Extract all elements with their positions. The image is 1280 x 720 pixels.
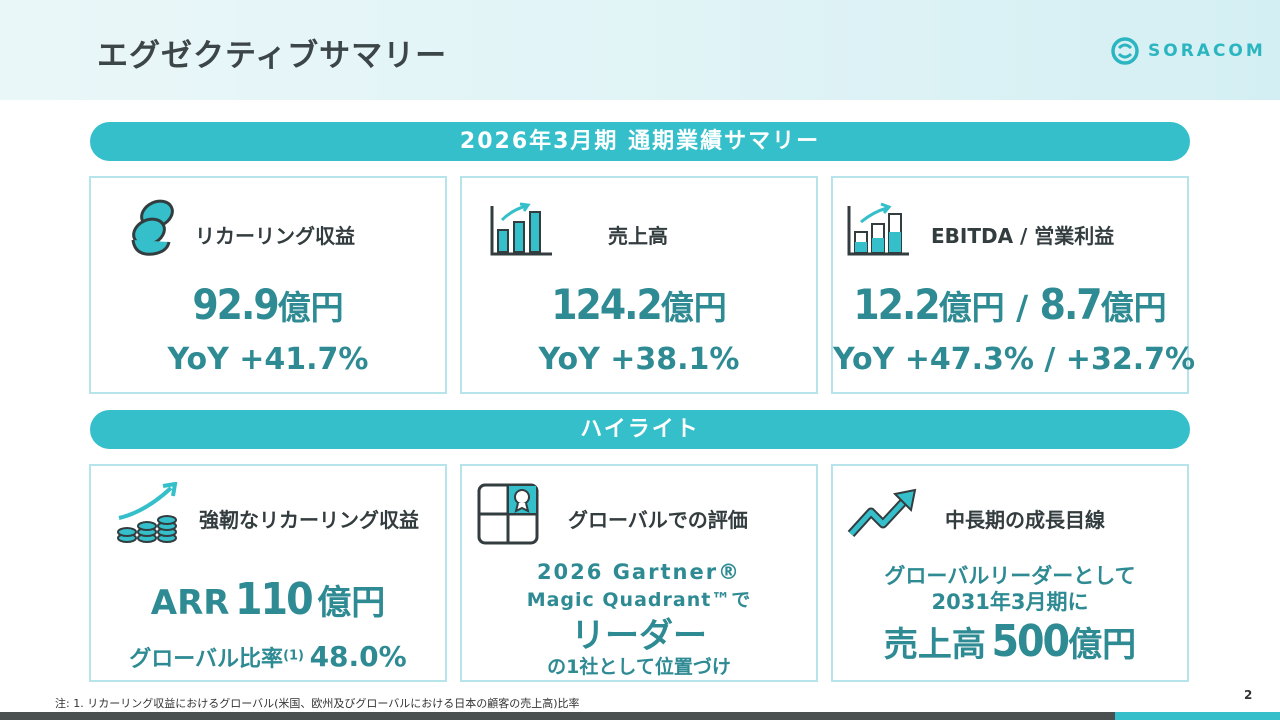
ebitda-unit: 億円 <box>938 288 1005 327</box>
yoy-growth: YoY +38.1% <box>538 342 740 377</box>
revenue-target-value: 500 <box>991 616 1070 667</box>
summary-banner: 2026年3月期 通期業績サマリー <box>90 122 1190 161</box>
arr-unit: 億円 <box>317 583 386 623</box>
soracom-logo: SORACOM <box>1110 36 1266 66</box>
global-ratio-label: グローバル比率 <box>129 647 284 672</box>
positioning-line: の1社として位置づけ <box>547 656 731 678</box>
bar-chart-growth-icon <box>490 202 552 256</box>
bar-chart-split-icon <box>847 202 909 256</box>
global-ratio-value: 48.0% <box>309 640 407 673</box>
logo-text: SORACOM <box>1148 41 1266 61</box>
page-number: 2 <box>1244 688 1253 702</box>
metric-value: 124.2億円 <box>462 280 816 329</box>
yoy-growth: YoY +47.3% / +32.7% <box>833 342 1196 377</box>
metric-value: 92.9億円 <box>91 280 445 329</box>
coins-growth-icon <box>117 482 178 543</box>
ebitda-number: 12.2 <box>853 280 940 329</box>
revenue-target-line: 売上高 500億円 <box>833 616 1187 667</box>
operating-profit-number: 8.7 <box>1039 280 1103 329</box>
global-leader-line: グローバルリーダーとして <box>884 564 1136 588</box>
value-number: 92.9 <box>192 280 279 329</box>
highlight-card-outlook: 中長期の成長目線 グローバルリーダーとして 2031年3月期に 売上高 500億… <box>831 464 1189 682</box>
value-unit: 億円 <box>660 288 727 327</box>
summary-card-ebitda: EBITDA / 営業利益 12.2億円 / 8.7億円 YoY +47.3% … <box>831 176 1196 394</box>
quadrant-award-icon <box>477 483 539 545</box>
target-year-line: 2031年3月期に <box>931 590 1089 614</box>
leader-text: リーダー <box>571 616 707 656</box>
value-separator: / <box>1004 288 1040 327</box>
highlight-card-gartner: グローバルでの評価 2026 Gartner® Magic Quadrant™で… <box>460 464 818 682</box>
coins-stack-icon <box>131 199 174 256</box>
soracom-logo-icon <box>1111 37 1139 65</box>
card-label: EBITDA / 営業利益 <box>931 224 1115 248</box>
footnote: 注: 1. リカーリング収益におけるグローバル(米国、欧州及びグローバルにおける… <box>55 697 580 710</box>
footnote-marker: (1) <box>283 648 304 664</box>
arr-prefix: ARR <box>150 583 230 623</box>
card-label: グローバルでの評価 <box>568 508 748 532</box>
value-unit: 億円 <box>277 288 344 327</box>
card-label: 売上高 <box>608 224 668 248</box>
revenue-target-prefix: 売上高 <box>883 625 986 665</box>
summary-card-revenue: 売上高 124.2億円 YoY +38.1% <box>460 176 818 394</box>
gartner-line: 2026 Gartner® <box>536 560 742 584</box>
arr-value: 110 <box>235 574 314 625</box>
header-band <box>0 0 1280 100</box>
bottom-bar <box>0 712 1280 720</box>
card-label: リカーリング収益 <box>195 224 355 248</box>
arr-line: ARR 110 億円 <box>91 574 445 625</box>
page-title: エグゼクティブサマリー <box>97 38 448 74</box>
card-label: 強靭なリカーリング収益 <box>199 508 419 532</box>
value-number: 124.2 <box>551 280 663 329</box>
highlights-banner: ハイライト <box>90 410 1190 449</box>
magic-quadrant-line: Magic Quadrant™で <box>526 589 752 611</box>
global-ratio-line: グローバル比率(1) 48.0% <box>91 640 445 673</box>
highlight-card-recurring: 強靭なリカーリング収益 ARR 110 億円 グローバル比率(1) 48.0% <box>89 464 447 682</box>
summary-card-recurring: リカーリング収益 92.9億円 YoY +41.7% <box>89 176 447 394</box>
metric-value: 12.2億円 / 8.7億円 <box>833 280 1187 329</box>
revenue-target-unit: 億円 <box>1068 625 1137 665</box>
bottom-bar-accent <box>1115 712 1280 720</box>
yoy-growth: YoY +41.7% <box>167 342 369 377</box>
operating-profit-unit: 億円 <box>1100 288 1167 327</box>
card-label: 中長期の成長目線 <box>945 508 1105 532</box>
trend-arrow-icon <box>847 488 917 538</box>
